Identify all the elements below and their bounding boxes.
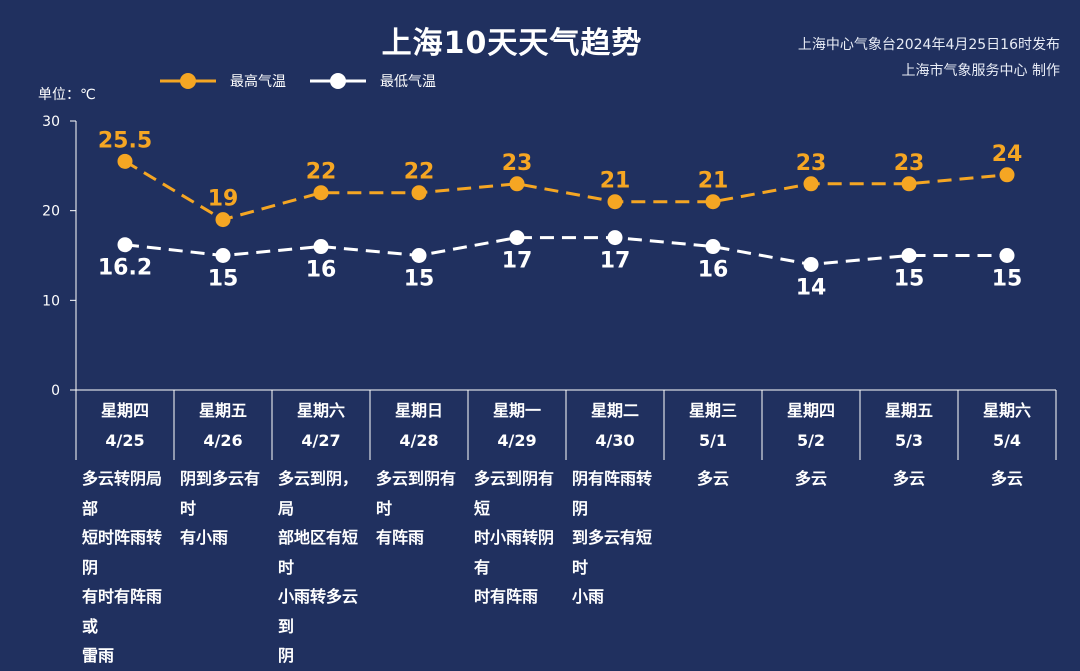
y-tick-label: 10 [42, 293, 60, 309]
point-high [509, 176, 525, 192]
point-low [411, 248, 427, 263]
date-label: 4/27 [301, 431, 341, 450]
point-high [411, 185, 427, 201]
weekday-label: 星期五 [198, 401, 247, 420]
point-high [803, 176, 819, 192]
point-high [901, 176, 917, 192]
point-low [607, 230, 623, 246]
data-label-low: 16.2 [98, 256, 152, 281]
weather-description: 多云 [892, 469, 925, 488]
day-header: 星期五 4/26 [174, 396, 272, 456]
data-label-high: 21 [600, 169, 631, 194]
data-label-low: 17 [600, 249, 631, 274]
weekday-label: 星期二 [590, 401, 639, 420]
date-label: 5/3 [894, 431, 924, 450]
legend-low-label: 最低气温 [380, 74, 436, 90]
weekday-label: 星期四 [100, 401, 149, 420]
day-header: 星期日 4/28 [370, 396, 468, 456]
legend-item-high: 最高气温 [160, 70, 286, 92]
series-line-high [124, 160, 1008, 222]
data-label-high: 25.5 [98, 128, 152, 153]
weather-description: 多云到阴有短 时小雨转阴有 时有阵雨 [474, 469, 555, 606]
data-label-low: 14 [796, 275, 827, 300]
day-header: 星期五 5/3 [860, 396, 958, 456]
weather-description: 阴到多云有时 有小雨 [180, 469, 261, 547]
data-label-low: 15 [404, 267, 435, 292]
data-label-low: 15 [894, 267, 925, 292]
data-label-low: 15 [208, 267, 239, 292]
legend-item-low: 最低气温 [310, 70, 436, 92]
data-label-low: 15 [992, 267, 1023, 292]
point-low [509, 230, 525, 246]
point-high [215, 212, 231, 228]
data-label-low: 16 [306, 258, 337, 283]
point-low [117, 237, 133, 253]
point-high [313, 185, 329, 201]
day-header: 星期四 4/25 [76, 396, 174, 456]
chart-title: 上海10天天气趋势 [381, 26, 643, 61]
legend-high-label: 最高气温 [230, 74, 286, 90]
date-label: 4/30 [595, 431, 635, 450]
point-low [803, 256, 819, 272]
weekday-label: 星期五 [884, 401, 933, 420]
date-label: 5/1 [698, 431, 728, 450]
legend-high-swatch-icon [160, 73, 216, 89]
point-high [607, 194, 623, 210]
weekday-label: 星期四 [786, 401, 835, 420]
day-header: 星期一 4/29 [468, 396, 566, 456]
weather-description: 多云 [990, 469, 1023, 488]
weekday-label: 星期日 [394, 401, 443, 420]
weather-description: 多云 [794, 469, 827, 488]
data-label-high: 23 [502, 151, 533, 176]
data-label-high: 21 [698, 169, 729, 194]
point-low [999, 248, 1015, 263]
date-label: 4/25 [105, 431, 145, 450]
point-low [313, 239, 329, 255]
y-axis-unit-label: 单位：℃ [38, 87, 96, 103]
point-low [705, 239, 721, 255]
date-label: 4/28 [399, 431, 439, 450]
weather-description: 多云 [696, 469, 729, 488]
data-label-high: 23 [796, 151, 827, 176]
series-line-low [124, 236, 1007, 266]
weekday-label: 星期六 [982, 401, 1031, 420]
y-tick-label: 20 [42, 204, 60, 220]
point-low [901, 248, 917, 263]
weather-description: 多云到阴，局 部地区有短时 小雨转多云到阴 [278, 469, 359, 665]
weekday-label: 星期三 [688, 401, 737, 420]
issuer-line-2: 上海市气象服务中心 制作 [901, 63, 1060, 79]
day-header: 星期二 4/30 [566, 396, 664, 456]
point-high [117, 153, 133, 169]
date-label: 5/4 [992, 431, 1022, 450]
data-label-high: 22 [404, 160, 435, 185]
point-high [705, 194, 721, 210]
point-low [215, 248, 231, 263]
weekday-label: 星期一 [492, 401, 541, 420]
data-label-high: 22 [306, 160, 337, 185]
point-high [999, 167, 1015, 183]
issuer-line-1: 上海中心气象台2024年4月25日16时发布 [797, 37, 1060, 53]
data-label-high: 19 [208, 187, 239, 212]
y-tick-label: 0 [51, 383, 60, 399]
data-label-high: 24 [992, 142, 1023, 167]
weather-description: 多云到阴有时 有阵雨 [376, 469, 457, 547]
legend-low-swatch-icon [310, 73, 366, 89]
day-header: 星期六 4/27 [272, 396, 370, 456]
day-header: 星期六 5/4 [958, 396, 1056, 456]
temperature-chart: 0 10 20 30 25.5 19 22 22 23 21 21 23 23 24 16.2 15 16 15 1… [42, 114, 1057, 460]
date-label: 4/29 [497, 431, 537, 450]
data-label-low: 16 [698, 258, 729, 283]
data-label-low: 17 [502, 249, 533, 274]
date-label: 4/26 [203, 431, 243, 450]
y-tick-label: 30 [42, 114, 60, 130]
data-label-high: 23 [894, 151, 925, 176]
date-label: 5/2 [796, 431, 826, 450]
weather-description: 多云转阴局部 短时阵雨转阴 有时有阵雨或 雷雨 [82, 469, 163, 665]
day-header: 星期三 5/1 [664, 396, 762, 456]
day-header: 星期四 5/2 [762, 396, 860, 456]
weather-description: 阴有阵雨转阴 到多云有短时 小雨 [572, 469, 653, 606]
weekday-label: 星期六 [296, 401, 345, 420]
